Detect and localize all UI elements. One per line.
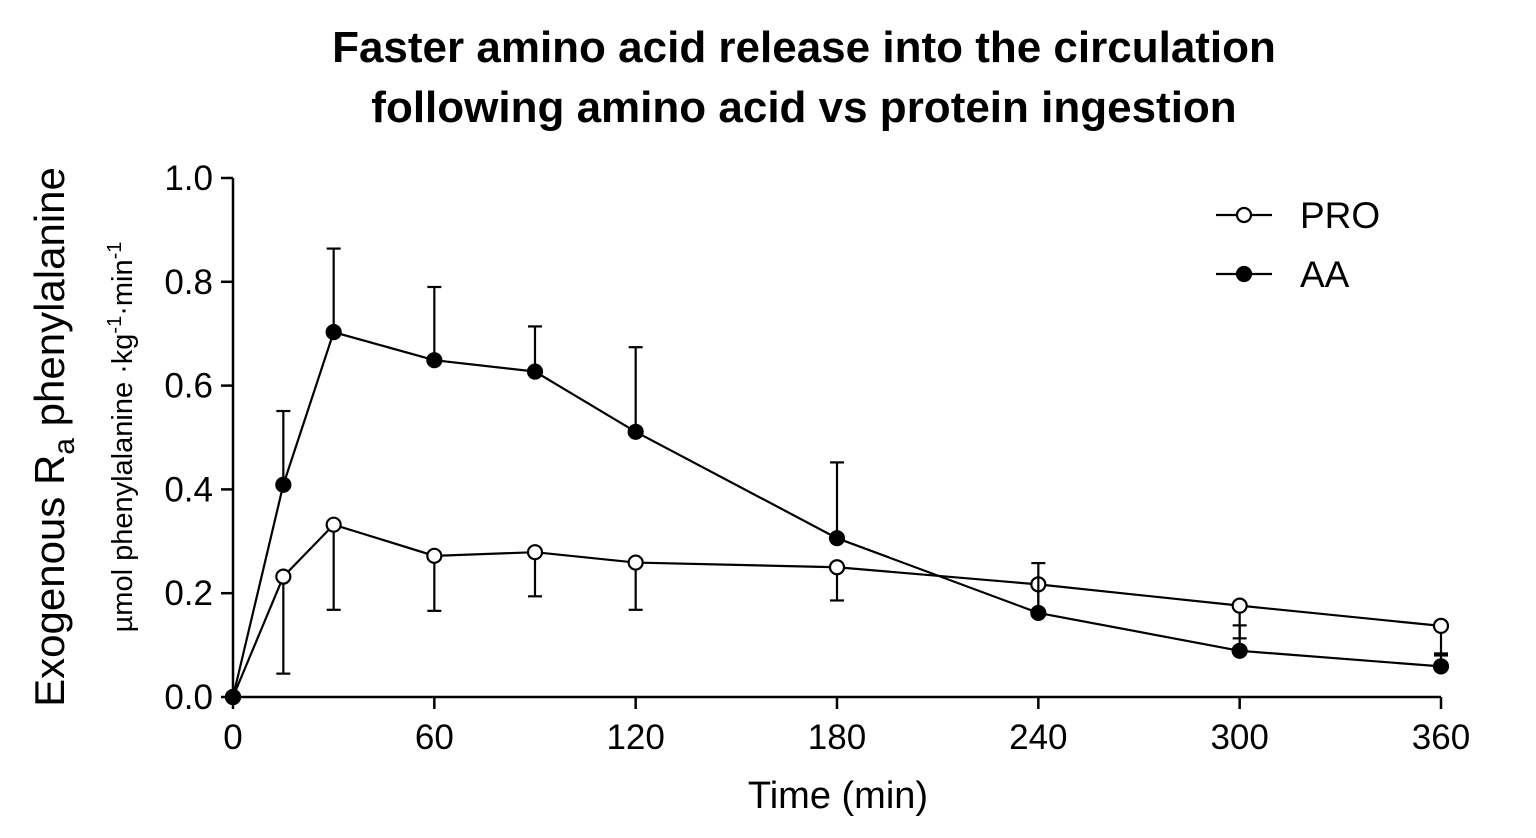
data-point-aa: [1432, 658, 1450, 675]
data-point-aa: [828, 530, 846, 547]
legend-marker-pro: [1235, 206, 1253, 224]
plot-area: [224, 247, 1450, 706]
data-point-aa: [224, 688, 242, 706]
x-tick-label: 240: [1009, 718, 1067, 757]
data-point-pro: [1432, 617, 1450, 634]
series-aa: [224, 247, 1450, 706]
x-tick-label: 120: [606, 718, 664, 757]
data-point-pro: [275, 568, 292, 585]
y-axis-title: Exogenous Ra phenylalanine: [26, 167, 81, 707]
chart-title-line-1: Faster amino acid release into the circu…: [332, 23, 1276, 72]
legend-label-aa: AA: [1300, 254, 1350, 295]
data-point-pro: [1231, 597, 1248, 614]
y-tick-label: 0.0: [164, 678, 213, 717]
data-point-pro: [325, 516, 342, 533]
series-line-aa: [231, 330, 1442, 698]
data-point-pro: [426, 547, 443, 564]
y-axis-title-main: Exogenous Ra phenylalanine: [26, 167, 81, 707]
y-axis-units: µmol phenylalanine ·kg-1·min-1: [104, 242, 139, 633]
data-point-aa: [1231, 642, 1248, 659]
y-tick-label: 0.4: [164, 470, 213, 509]
data-point-aa: [627, 423, 644, 440]
series-line-pro: [231, 523, 1442, 698]
x-tick-label: 360: [1412, 718, 1470, 757]
data-point-aa: [325, 324, 342, 341]
data-point-aa: [275, 476, 292, 493]
data-point-aa: [426, 352, 443, 369]
x-axis-title: Time (min): [748, 775, 928, 817]
x-tick-label: 180: [808, 718, 866, 757]
y-tick-label: 0.2: [164, 574, 213, 613]
data-point-aa: [1030, 604, 1047, 622]
legend: PRO AA: [1216, 195, 1380, 295]
data-point-pro: [828, 559, 846, 576]
data-point-pro: [526, 544, 544, 561]
y-tick-label: 0.8: [164, 263, 213, 302]
y-axis: 0.0 0.2 0.4 0.6 0.8 1.0: [164, 159, 235, 717]
chart-title-line-2: following amino acid vs protein ingestio…: [371, 83, 1236, 132]
x-axis: 0 60 120 180 240 300 360: [223, 695, 1470, 757]
legend-label-pro: PRO: [1300, 195, 1380, 236]
legend-marker-aa: [1235, 265, 1253, 283]
series-pro: [224, 516, 1450, 706]
x-tick-label: 60: [415, 718, 454, 757]
data-point-pro: [627, 554, 644, 571]
x-tick-label: 0: [223, 718, 242, 757]
y-tick-label: 1.0: [164, 159, 213, 198]
x-tick-label: 300: [1210, 718, 1268, 757]
y-axis-units-text: µmol phenylalanine ·kg-1·min-1: [104, 242, 139, 633]
y-tick-label: 0.6: [164, 367, 213, 406]
data-point-aa: [526, 363, 544, 380]
